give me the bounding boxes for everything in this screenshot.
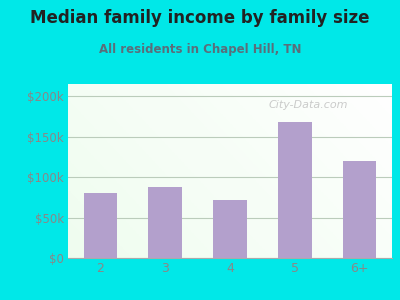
Bar bbox=[84, 193, 117, 258]
Text: Median family income by family size: Median family income by family size bbox=[30, 9, 370, 27]
Bar bbox=[148, 187, 182, 258]
Text: City-Data.com: City-Data.com bbox=[269, 100, 348, 110]
Bar bbox=[213, 200, 247, 258]
Text: All residents in Chapel Hill, TN: All residents in Chapel Hill, TN bbox=[99, 44, 301, 56]
Bar bbox=[278, 122, 312, 258]
Bar bbox=[343, 161, 376, 258]
